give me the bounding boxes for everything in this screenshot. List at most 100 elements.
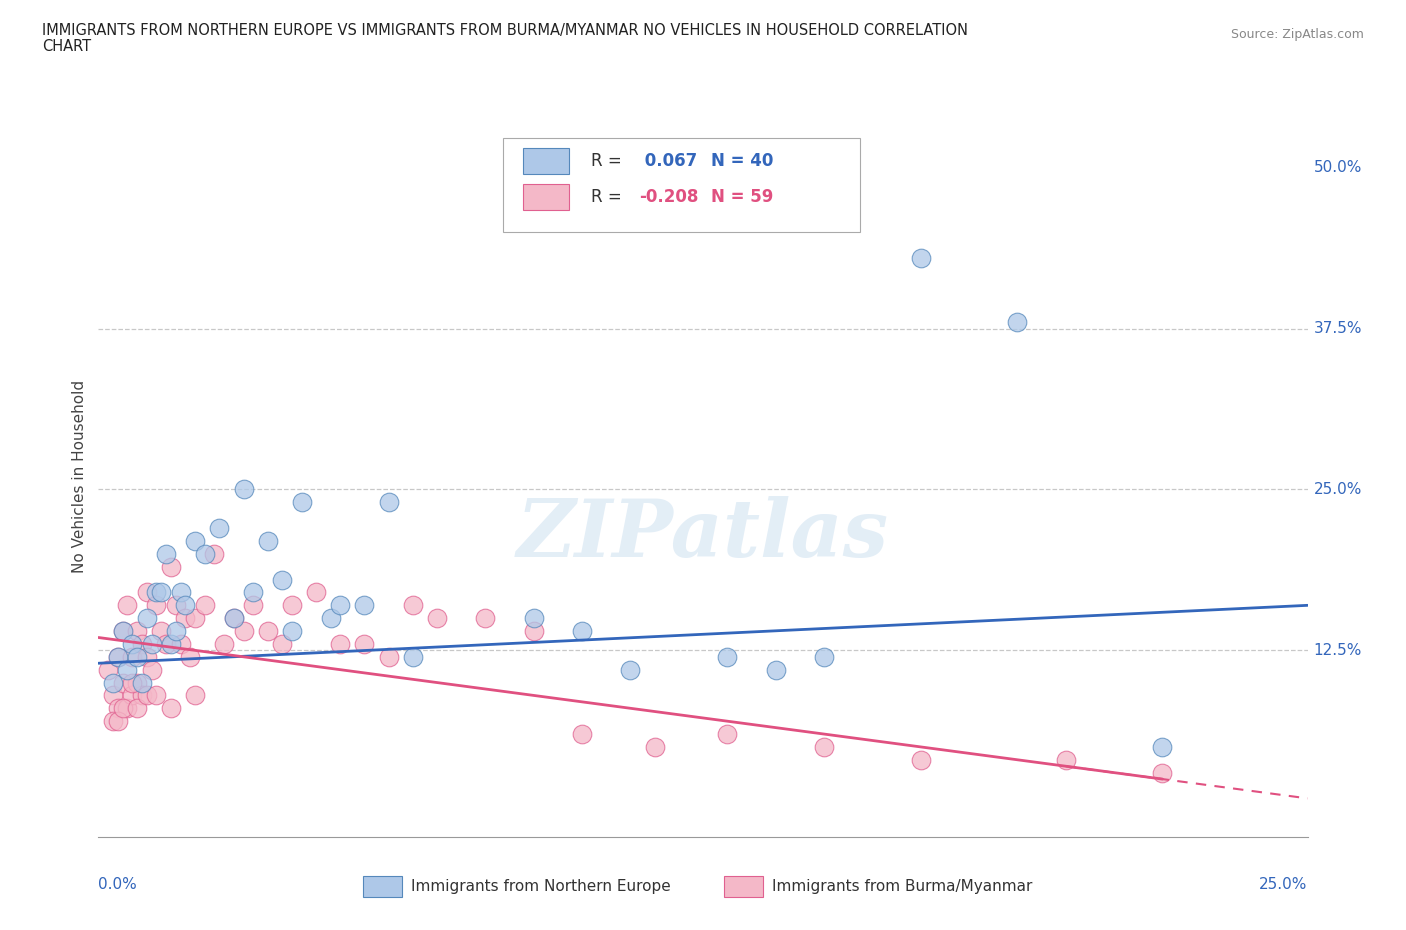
Point [281,598,304,613]
Point [1152,739,1174,754]
Point [135,585,157,600]
Point [150,585,173,600]
Point [121,675,143,690]
Point [402,598,425,613]
Point [208,521,231,536]
Point [107,649,129,664]
Point [179,649,201,664]
Point [145,585,167,600]
Text: R =: R = [591,152,627,170]
Point [160,636,183,651]
Text: -0.208: -0.208 [638,188,699,206]
Point [1007,314,1029,329]
Text: Source: ZipAtlas.com: Source: ZipAtlas.com [1230,28,1364,41]
Point [377,495,399,510]
Point [242,585,264,600]
Point [194,547,217,562]
Point [117,662,139,677]
Point [121,636,143,651]
Point [169,636,191,651]
FancyBboxPatch shape [523,184,569,210]
Point [256,534,278,549]
Point [184,611,207,626]
Point [117,701,139,716]
Point [107,649,129,664]
Point [145,688,167,703]
Point [716,649,738,664]
Point [169,585,191,600]
Text: 0.0%: 0.0% [98,877,138,892]
Point [523,624,546,639]
Point [165,598,187,613]
Point [117,598,139,613]
Point [426,611,449,626]
Point [571,624,593,639]
Point [474,611,496,626]
Point [131,636,153,651]
Point [910,752,932,767]
Point [222,611,245,626]
Point [232,482,254,497]
Point [271,636,294,651]
Point [644,739,666,754]
Point [765,662,787,677]
Point [194,598,217,613]
Point [329,598,352,613]
FancyBboxPatch shape [503,138,860,232]
Point [256,624,278,639]
Point [141,662,163,677]
Text: CHART: CHART [42,39,91,54]
Point [150,624,173,639]
Text: 25.0%: 25.0% [1313,482,1362,497]
Point [145,598,167,613]
Point [571,726,593,741]
Point [160,701,183,716]
Point [155,636,177,651]
Point [377,649,399,664]
Point [174,611,197,626]
Point [111,624,134,639]
Point [212,636,235,651]
Text: 37.5%: 37.5% [1313,321,1362,336]
Point [319,611,342,626]
Text: Immigrants from Northern Europe: Immigrants from Northern Europe [411,879,671,894]
Text: 12.5%: 12.5% [1313,643,1362,658]
Point [131,675,153,690]
Point [204,547,226,562]
Y-axis label: No Vehicles in Household: No Vehicles in Household [72,380,87,573]
Point [121,649,143,664]
Text: 50.0%: 50.0% [1313,160,1362,175]
FancyBboxPatch shape [523,148,569,174]
Point [111,701,134,716]
Point [619,662,641,677]
Point [281,624,304,639]
Point [135,688,157,703]
Point [290,495,312,510]
Point [111,624,134,639]
Point [402,649,425,664]
Point [135,611,157,626]
Point [155,547,177,562]
Point [127,649,149,664]
Text: N = 59: N = 59 [711,188,773,206]
Text: R =: R = [591,188,627,206]
Text: IMMIGRANTS FROM NORTHERN EUROPE VS IMMIGRANTS FROM BURMA/MYANMAR NO VEHICLES IN : IMMIGRANTS FROM NORTHERN EUROPE VS IMMIG… [42,23,969,38]
Point [813,739,835,754]
Point [242,598,264,613]
Point [523,611,546,626]
Text: N = 40: N = 40 [711,152,773,170]
Point [813,649,835,664]
Point [127,701,149,716]
Point [184,688,207,703]
Point [107,701,129,716]
Point [1054,752,1077,767]
Point [232,624,254,639]
Point [111,675,134,690]
Point [141,636,163,651]
Point [127,624,149,639]
Point [97,662,120,677]
Text: 25.0%: 25.0% [1260,877,1308,892]
Point [305,585,328,600]
Point [101,675,124,690]
Point [127,675,149,690]
